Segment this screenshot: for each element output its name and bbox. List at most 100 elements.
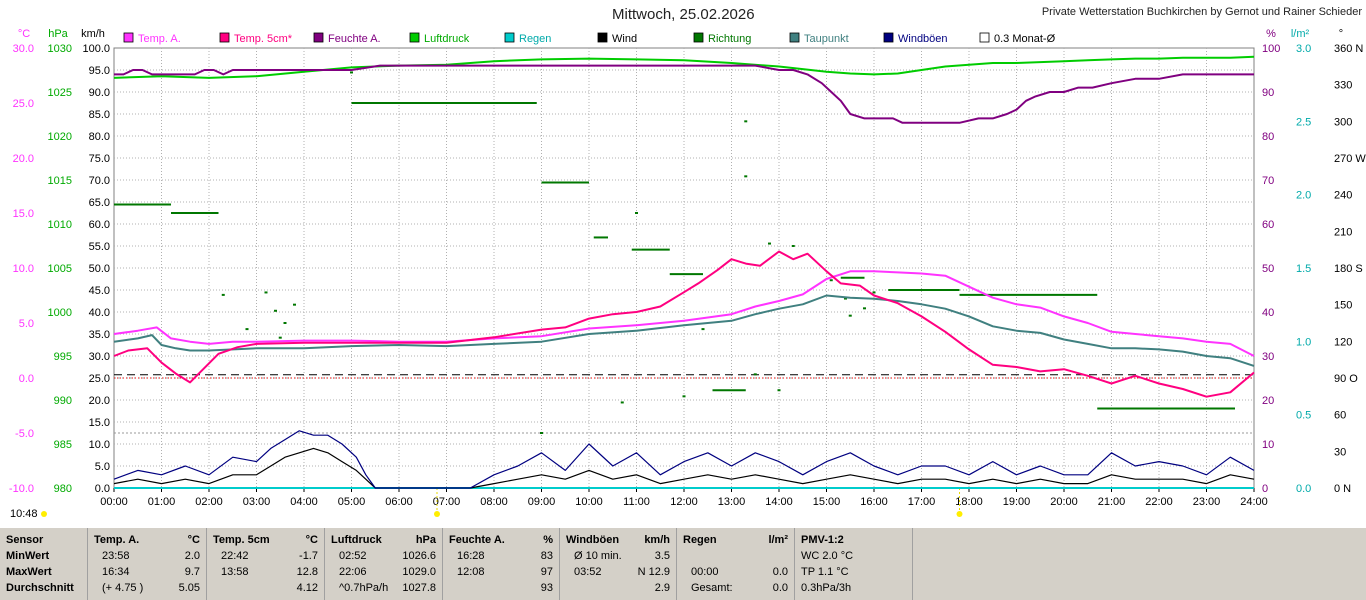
x-tick-label: 19:00 bbox=[1003, 496, 1031, 508]
x-tick-label: 05:00 bbox=[338, 496, 366, 508]
x-tick-label: 20:00 bbox=[1050, 496, 1078, 508]
legend-swatch bbox=[597, 32, 608, 43]
humidity-axis-tick: 70 bbox=[1262, 175, 1274, 187]
stats-value: 97 bbox=[540, 566, 553, 578]
stats-column: Temp. 5cm °C 22:42 -1.7 13:58 12.8 4.12 bbox=[207, 528, 325, 600]
x-tick-label: 02:00 bbox=[195, 496, 223, 508]
direction-axis-tick: 0 N bbox=[1334, 483, 1351, 495]
legend-label: Temp. 5cm* bbox=[234, 33, 293, 45]
humidity-axis-tick: 40 bbox=[1262, 307, 1274, 319]
stats-column: Windböen km/h Ø 10 min. 3.5 03:52 N 12.9 2.9 bbox=[560, 528, 677, 600]
direction-point bbox=[221, 293, 225, 296]
legend-swatch bbox=[123, 32, 134, 43]
legend-label: Windböen bbox=[898, 33, 948, 45]
rain-axis-tick: 0.5 bbox=[1296, 410, 1311, 422]
pressure-axis-tick: 1025 bbox=[48, 87, 72, 99]
stats-time: Ø 10 min. bbox=[574, 550, 622, 562]
stats-value: 93 bbox=[540, 582, 553, 594]
legend-label: Wind bbox=[612, 33, 637, 45]
pressure-axis-tick: 990 bbox=[54, 395, 72, 407]
stats-row-label: MinWert bbox=[6, 550, 50, 562]
stats-time: ^0.7hPa/h bbox=[339, 582, 389, 594]
stats-time: 03:52 bbox=[574, 566, 602, 578]
direction-point bbox=[753, 373, 757, 376]
stats-value: 12.8 bbox=[296, 566, 318, 578]
stats-time: Gesamt: bbox=[691, 582, 733, 594]
wind-axis-tick: 80.0 bbox=[89, 131, 110, 143]
wind-axis-tick: 55.0 bbox=[89, 241, 110, 253]
sunset-marker bbox=[956, 511, 963, 517]
humidity-axis-tick: 50 bbox=[1262, 263, 1274, 275]
rain-axis-tick: 2.0 bbox=[1296, 190, 1311, 202]
x-tick-label: 07:00 bbox=[433, 496, 461, 508]
direction-point bbox=[844, 297, 847, 300]
temp-5cm-line bbox=[113, 250, 1255, 398]
direction-axis-tick: 30 bbox=[1334, 446, 1346, 458]
legend-swatch bbox=[504, 32, 515, 43]
direction-point bbox=[245, 328, 249, 331]
wind-axis-tick: 60.0 bbox=[89, 219, 110, 231]
direction-point bbox=[293, 303, 296, 306]
direction-point bbox=[863, 307, 866, 310]
rain-axis-tick: 1.5 bbox=[1296, 263, 1311, 275]
stats-value: -1.7 bbox=[299, 550, 318, 562]
wind-axis-tick: 100.0 bbox=[82, 43, 110, 55]
wind-axis-tick: 75.0 bbox=[89, 153, 110, 165]
x-tick-label: 16:00 bbox=[860, 496, 888, 508]
stats-value: 1027.8 bbox=[402, 582, 436, 594]
pressure-axis-tick: 995 bbox=[54, 351, 72, 363]
x-tick-label: 23:00 bbox=[1193, 496, 1221, 508]
x-tick-label: 12:00 bbox=[670, 496, 698, 508]
legend-label: Temp. A. bbox=[138, 33, 181, 45]
temp-axis-tick: 15.0 bbox=[13, 208, 34, 220]
stats-unit: km/h bbox=[644, 534, 670, 546]
stats-unit: °C bbox=[305, 534, 318, 546]
direction-point bbox=[274, 309, 277, 312]
x-axis: 00:00 01:00 02:00 03:00 04:00 05:00 06:00 07:00… bbox=[100, 488, 1268, 517]
stats-time: 16:34 bbox=[102, 566, 130, 578]
time-marker-label: 10:48 bbox=[10, 508, 38, 520]
humidity-axis-tick: 20 bbox=[1262, 395, 1274, 407]
stats-time: 12:08 bbox=[457, 566, 485, 578]
legend-swatch bbox=[409, 32, 420, 43]
stats-time: 02:52 bbox=[339, 550, 367, 562]
direction-point bbox=[283, 322, 287, 324]
wind-axis-tick: 70.0 bbox=[89, 175, 110, 187]
legend-swatch bbox=[693, 32, 704, 43]
direction-point bbox=[791, 245, 795, 247]
humidity-axis-tick: 30 bbox=[1262, 351, 1274, 363]
legend-swatch bbox=[313, 32, 324, 43]
x-tick-label: 14:00 bbox=[765, 496, 793, 508]
rain-axis-tick: 3.0 bbox=[1296, 43, 1311, 55]
wind-axis-tick: 85.0 bbox=[89, 109, 110, 121]
stats-unit: l/m² bbox=[768, 534, 788, 546]
direction-point bbox=[848, 314, 852, 317]
legend-label: Luftdruck bbox=[424, 33, 470, 45]
stats-row-label: WC 2.0 °C bbox=[801, 550, 854, 562]
wind-axis-tick: 45.0 bbox=[89, 285, 110, 297]
stats-row-label: MaxWert bbox=[6, 566, 52, 578]
x-tick-label: 15:00 bbox=[813, 496, 841, 508]
chart-title: Mittwoch, 25.02.2026 bbox=[612, 6, 755, 23]
legend-label: Regen bbox=[519, 33, 551, 45]
direction-axis-tick: 120 bbox=[1334, 336, 1352, 348]
stats-header: Feuchte A. bbox=[449, 534, 505, 546]
direction-axis-tick: 270 W bbox=[1334, 153, 1366, 165]
wind-axis-tick: 65.0 bbox=[89, 197, 110, 209]
x-tick-label: 06:00 bbox=[385, 496, 413, 508]
pressure-axis-tick: 1030 bbox=[48, 43, 72, 55]
direction-point bbox=[777, 389, 781, 392]
humidity-axis-tick: 90 bbox=[1262, 87, 1274, 99]
stats-row-label: Durchschnitt bbox=[6, 582, 74, 594]
legend-label: Richtung bbox=[708, 33, 751, 45]
stats-column: PMV-1:2 WC 2.0 °C TP 1.1 °C 0.3hPa/3h bbox=[795, 528, 913, 600]
wind-axis-tick: 90.0 bbox=[89, 87, 110, 99]
wind-axis-tick: 50.0 bbox=[89, 263, 110, 275]
right-axes: 10090807060504030201003.02.52.01.51.00.5… bbox=[1262, 43, 1366, 495]
left-axes: 30.025.020.015.010.05.00.0-5.0-10.010301… bbox=[9, 28, 1343, 495]
legend: Temp. A. Temp. 5cm* Feuchte A. Luftdruck Reg… bbox=[123, 32, 1056, 45]
stats-value: 0.0 bbox=[772, 566, 788, 578]
legend-swatch bbox=[789, 32, 800, 43]
temp-axis-tick: 10.0 bbox=[13, 263, 34, 275]
stats-column: Temp. A. °C 23:58 2.0 16:34 9.7 (+ 4.75 ) 5.05 bbox=[88, 528, 207, 600]
